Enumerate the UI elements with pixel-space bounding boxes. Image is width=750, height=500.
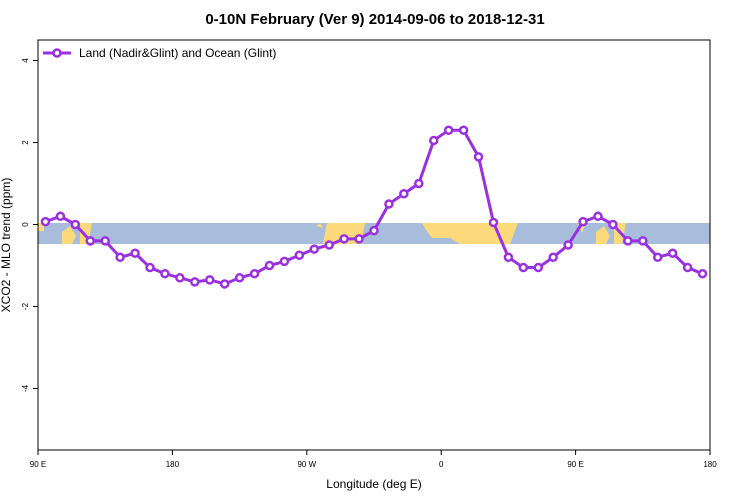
point xyxy=(55,211,66,222)
point xyxy=(130,248,140,258)
x-tick-label: 90 W xyxy=(297,460,316,469)
point xyxy=(667,248,678,258)
point xyxy=(608,219,618,230)
x-tick-label: 90 E xyxy=(30,460,46,469)
point xyxy=(85,236,96,246)
point xyxy=(190,277,200,287)
point xyxy=(369,225,379,236)
point xyxy=(294,250,305,260)
plot-area xyxy=(37,39,711,451)
point xyxy=(100,236,110,246)
point xyxy=(160,268,170,279)
x-tick-label: 90 E xyxy=(567,460,583,469)
point xyxy=(518,262,529,273)
plot-frame xyxy=(37,39,711,451)
x-tick-label: 180 xyxy=(703,460,717,469)
y-axis-label: XCO2 - MLO trend (ppm) xyxy=(0,178,13,313)
point xyxy=(623,236,633,246)
point xyxy=(40,216,51,227)
point xyxy=(443,125,454,135)
point xyxy=(533,262,544,273)
point xyxy=(324,240,334,250)
point xyxy=(638,236,648,246)
point xyxy=(339,234,349,244)
point xyxy=(70,219,81,230)
point xyxy=(652,252,663,263)
point xyxy=(548,252,558,263)
y-tick-label: 4 xyxy=(21,58,30,63)
point xyxy=(593,211,603,222)
point xyxy=(503,252,514,263)
x-axis-label: Longitude (deg E) xyxy=(326,477,421,491)
point xyxy=(279,256,290,267)
point xyxy=(145,262,155,273)
legend-label: Land (Nadir&Glint) and Ocean (Glint) xyxy=(79,46,276,60)
point xyxy=(384,199,394,209)
legend-marker xyxy=(52,48,62,58)
point xyxy=(234,273,245,283)
point xyxy=(697,268,708,279)
point xyxy=(428,135,439,146)
series-line xyxy=(44,128,704,286)
point xyxy=(414,178,424,189)
point xyxy=(563,240,573,250)
point xyxy=(458,125,469,135)
point xyxy=(219,279,230,289)
point xyxy=(264,260,275,271)
y-tick-label: 2 xyxy=(21,140,30,145)
y-tick-label: 0 xyxy=(21,222,30,227)
y-tick-label: -4 xyxy=(21,384,30,392)
point xyxy=(309,244,320,254)
point xyxy=(204,275,215,285)
x-tick-label: 0 xyxy=(439,460,444,469)
point xyxy=(682,262,693,273)
point xyxy=(175,273,185,283)
point xyxy=(354,234,364,244)
x-tick-label: 180 xyxy=(166,460,180,469)
y-tick-label: -2 xyxy=(21,302,30,310)
point xyxy=(473,152,484,162)
point xyxy=(488,217,499,228)
point xyxy=(399,189,409,199)
chart-title: 0-10N February (Ver 9) 2014-09-06 to 201… xyxy=(205,11,544,28)
point xyxy=(578,216,588,227)
point xyxy=(249,268,260,279)
point xyxy=(115,252,125,263)
